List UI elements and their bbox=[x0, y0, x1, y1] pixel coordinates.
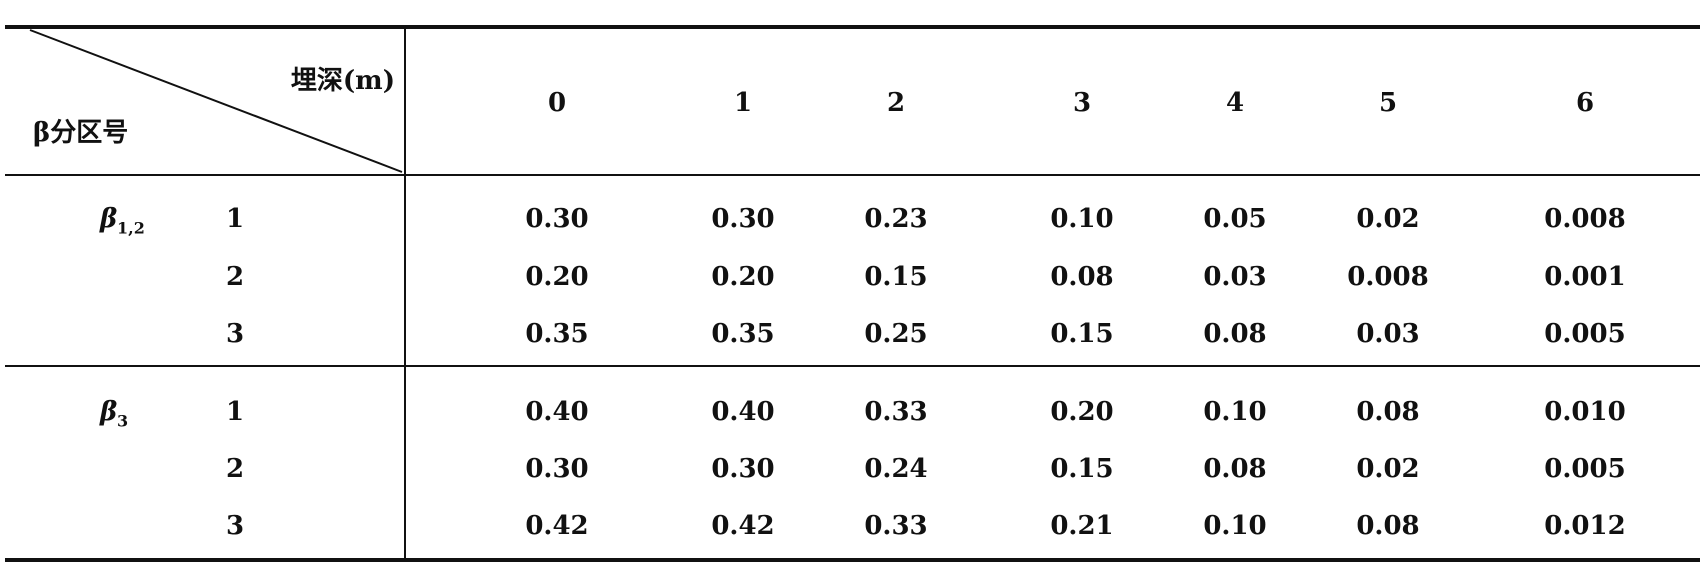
cell-value: 0.20 bbox=[711, 262, 774, 292]
cell-value: 0.008 bbox=[1347, 262, 1428, 292]
cell-value: 0.20 bbox=[1050, 397, 1113, 427]
row-label: 2 bbox=[226, 262, 244, 292]
cell-value: 0.005 bbox=[1544, 319, 1625, 349]
cell-value: 0.05 bbox=[1203, 204, 1266, 234]
cell-value: 0.30 bbox=[525, 204, 588, 234]
cell-value: 0.008 bbox=[1544, 204, 1625, 234]
row-label: 3 bbox=[226, 511, 244, 541]
cell-value: 0.42 bbox=[711, 511, 774, 541]
cell-value: 0.005 bbox=[1544, 454, 1625, 484]
column-label: 4 bbox=[1226, 88, 1244, 118]
cell-value: 0.10 bbox=[1203, 397, 1266, 427]
cell-value: 0.33 bbox=[864, 511, 927, 541]
cell-value: 0.08 bbox=[1356, 397, 1419, 427]
cell-value: 0.42 bbox=[525, 511, 588, 541]
group-subscript: 3 bbox=[117, 412, 128, 431]
column-label: 1 bbox=[734, 88, 752, 118]
row-label: 2 bbox=[226, 454, 244, 484]
column-label: 0 bbox=[548, 88, 566, 118]
cell-value: 0.40 bbox=[525, 397, 588, 427]
cell-value: 0.30 bbox=[711, 204, 774, 234]
cell-value: 0.10 bbox=[1203, 511, 1266, 541]
cell-value: 0.30 bbox=[711, 454, 774, 484]
cell-value: 0.001 bbox=[1544, 262, 1625, 292]
cell-value: 0.08 bbox=[1356, 511, 1419, 541]
column-label: 6 bbox=[1576, 88, 1594, 118]
cell-value: 0.25 bbox=[864, 319, 927, 349]
cell-value: 0.15 bbox=[1050, 454, 1113, 484]
column-header: 埋深(m) bbox=[291, 66, 395, 96]
cell-value: 0.08 bbox=[1050, 262, 1113, 292]
group-subscript: 1,2 bbox=[117, 219, 145, 238]
cell-value: 0.010 bbox=[1544, 397, 1625, 427]
row-label: 3 bbox=[226, 319, 244, 349]
cell-value: 0.08 bbox=[1203, 454, 1266, 484]
group-symbol: β bbox=[99, 204, 117, 234]
column-label: 3 bbox=[1073, 88, 1091, 118]
cell-value: 0.012 bbox=[1544, 511, 1625, 541]
cell-value: 0.24 bbox=[864, 454, 927, 484]
cell-value: 0.33 bbox=[864, 397, 927, 427]
cell-value: 0.02 bbox=[1356, 204, 1419, 234]
cell-value: 0.23 bbox=[864, 204, 927, 234]
cell-value: 0.40 bbox=[711, 397, 774, 427]
cell-value: 0.20 bbox=[525, 262, 588, 292]
row-header: β分区号 bbox=[33, 118, 128, 148]
group-symbol: β bbox=[99, 397, 117, 427]
cell-value: 0.08 bbox=[1203, 319, 1266, 349]
row-label: 1 bbox=[226, 397, 244, 427]
cell-value: 0.35 bbox=[525, 319, 588, 349]
cell-value: 0.03 bbox=[1356, 319, 1419, 349]
column-label: 2 bbox=[887, 88, 905, 118]
cell-value: 0.03 bbox=[1203, 262, 1266, 292]
cell-value: 0.35 bbox=[711, 319, 774, 349]
cell-value: 0.02 bbox=[1356, 454, 1419, 484]
row-label: 1 bbox=[226, 204, 244, 234]
cell-value: 0.10 bbox=[1050, 204, 1113, 234]
cell-value: 0.21 bbox=[1050, 511, 1113, 541]
cell-value: 0.15 bbox=[864, 262, 927, 292]
diagonal bbox=[29, 29, 403, 173]
column-label: 5 bbox=[1379, 88, 1397, 118]
cell-value: 0.15 bbox=[1050, 319, 1113, 349]
cell-value: 0.30 bbox=[525, 454, 588, 484]
